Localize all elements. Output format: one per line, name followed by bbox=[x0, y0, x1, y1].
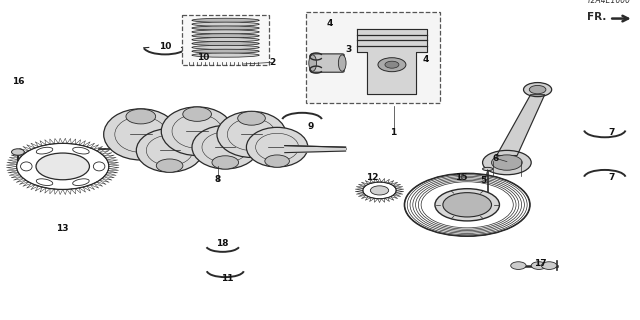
Ellipse shape bbox=[217, 111, 286, 157]
Ellipse shape bbox=[93, 162, 105, 171]
Text: 9: 9 bbox=[307, 122, 314, 131]
Circle shape bbox=[265, 155, 289, 167]
Circle shape bbox=[237, 111, 266, 125]
Text: 5: 5 bbox=[480, 176, 486, 185]
Text: 4: 4 bbox=[326, 20, 333, 28]
Text: 13: 13 bbox=[56, 224, 69, 233]
FancyBboxPatch shape bbox=[306, 12, 440, 103]
Circle shape bbox=[385, 61, 399, 68]
Text: 11: 11 bbox=[221, 274, 234, 283]
Text: 7: 7 bbox=[608, 173, 614, 182]
Circle shape bbox=[529, 85, 546, 94]
Text: 12: 12 bbox=[366, 173, 379, 182]
Circle shape bbox=[483, 150, 531, 175]
Circle shape bbox=[524, 83, 552, 97]
Circle shape bbox=[36, 153, 90, 180]
Ellipse shape bbox=[192, 53, 259, 57]
Text: 6: 6 bbox=[493, 154, 499, 163]
Circle shape bbox=[541, 262, 557, 269]
Ellipse shape bbox=[73, 179, 89, 186]
Ellipse shape bbox=[73, 147, 89, 154]
Ellipse shape bbox=[192, 42, 259, 46]
Ellipse shape bbox=[192, 22, 259, 26]
Circle shape bbox=[443, 193, 492, 217]
Text: 10: 10 bbox=[159, 42, 172, 51]
Circle shape bbox=[12, 149, 24, 155]
Ellipse shape bbox=[136, 129, 203, 172]
Ellipse shape bbox=[192, 18, 259, 22]
Polygon shape bbox=[357, 28, 427, 94]
Circle shape bbox=[156, 159, 183, 172]
Ellipse shape bbox=[36, 147, 52, 154]
Circle shape bbox=[435, 189, 499, 221]
Circle shape bbox=[212, 156, 239, 169]
Text: 3: 3 bbox=[346, 45, 352, 54]
Ellipse shape bbox=[246, 127, 308, 167]
Ellipse shape bbox=[192, 125, 259, 169]
Text: T2A4E1600: T2A4E1600 bbox=[586, 0, 630, 5]
Ellipse shape bbox=[161, 107, 233, 156]
Text: 18: 18 bbox=[216, 239, 229, 248]
Text: 17: 17 bbox=[534, 260, 547, 268]
FancyBboxPatch shape bbox=[311, 54, 344, 72]
Ellipse shape bbox=[192, 49, 259, 53]
Circle shape bbox=[378, 58, 406, 72]
Polygon shape bbox=[285, 146, 346, 153]
Ellipse shape bbox=[192, 34, 259, 38]
Circle shape bbox=[492, 155, 522, 170]
Text: 2: 2 bbox=[269, 58, 275, 67]
Text: FR.: FR. bbox=[588, 12, 607, 22]
Circle shape bbox=[371, 186, 388, 195]
Text: 15: 15 bbox=[454, 173, 467, 182]
Ellipse shape bbox=[192, 37, 259, 42]
Ellipse shape bbox=[207, 24, 244, 56]
Text: 7: 7 bbox=[608, 128, 614, 137]
Ellipse shape bbox=[20, 162, 32, 171]
Ellipse shape bbox=[36, 179, 52, 186]
Ellipse shape bbox=[192, 45, 259, 50]
Circle shape bbox=[126, 109, 156, 124]
Text: 8: 8 bbox=[214, 175, 221, 184]
Text: 4: 4 bbox=[422, 55, 429, 64]
Ellipse shape bbox=[339, 55, 346, 71]
Polygon shape bbox=[497, 95, 545, 156]
Circle shape bbox=[531, 262, 547, 269]
Text: 10: 10 bbox=[197, 53, 210, 62]
FancyBboxPatch shape bbox=[182, 15, 269, 65]
Circle shape bbox=[511, 262, 526, 269]
Text: 16: 16 bbox=[12, 77, 24, 86]
Ellipse shape bbox=[309, 55, 316, 71]
Text: 1: 1 bbox=[390, 128, 397, 137]
Ellipse shape bbox=[192, 26, 259, 30]
Ellipse shape bbox=[104, 109, 178, 160]
Ellipse shape bbox=[483, 167, 493, 171]
Ellipse shape bbox=[192, 30, 259, 34]
Circle shape bbox=[183, 107, 211, 121]
